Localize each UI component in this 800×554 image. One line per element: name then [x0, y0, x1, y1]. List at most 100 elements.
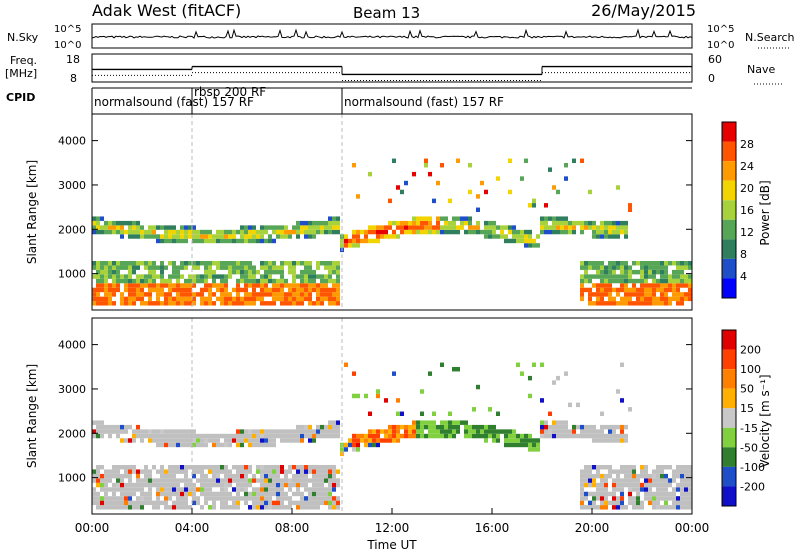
heatmap-cell — [100, 424, 104, 430]
heatmap-cell — [280, 269, 284, 275]
heatmap-cell — [224, 265, 228, 270]
heatmap-cell — [256, 229, 260, 235]
heatmap-cell — [632, 496, 636, 501]
heatmap-cell — [104, 269, 108, 275]
heatmap-cell — [192, 261, 196, 266]
heatmap-cell — [204, 433, 208, 439]
heatmap-cell — [216, 238, 220, 244]
heatmap-cell — [592, 424, 596, 430]
heatmap-cell — [272, 269, 276, 275]
heatmap-cell — [212, 500, 216, 506]
heatmap-cell — [408, 429, 412, 434]
heatmap-cell — [180, 301, 184, 306]
heatmap-cell — [632, 261, 636, 266]
heatmap-cell — [132, 482, 136, 488]
heatmap-cell — [544, 424, 548, 430]
heatmap-cell — [256, 465, 260, 470]
heatmap-cell — [616, 229, 620, 235]
heatmap-cell — [248, 238, 252, 244]
heatmap-cell — [280, 482, 284, 488]
heatmap-cell — [104, 496, 108, 501]
heatmap-cell — [236, 301, 240, 306]
heatmap-cell — [376, 389, 380, 394]
heatmap-cell — [320, 274, 324, 279]
heatmap-cell — [292, 292, 296, 297]
heatmap-cell — [344, 362, 348, 367]
heatmap-cell — [488, 407, 492, 412]
colorbar-swatch — [722, 369, 736, 389]
heatmap-cell — [396, 429, 400, 434]
heatmap-cell — [316, 265, 320, 270]
heatmap-cell — [672, 496, 676, 501]
heatmap-cell — [372, 442, 376, 448]
heatmap-cell — [112, 505, 116, 510]
heatmap-cell — [440, 229, 444, 235]
heatmap-cell — [624, 292, 628, 297]
heatmap-cell — [276, 496, 280, 501]
heatmap-cell — [336, 287, 340, 293]
heatmap-cell — [332, 301, 336, 306]
heatmap-cell — [316, 229, 320, 235]
heatmap-cell — [224, 283, 228, 288]
heatmap-cell — [292, 465, 296, 470]
heatmap-cell — [168, 442, 172, 448]
heatmap-cell — [96, 496, 100, 501]
heatmap-cell — [184, 482, 188, 488]
heatmap-cell — [328, 278, 332, 284]
heatmap-cell — [304, 429, 308, 434]
heatmap-cell — [580, 292, 584, 297]
heatmap-cell — [252, 278, 256, 284]
heatmap-cell — [596, 225, 600, 230]
heatmap-cell — [656, 491, 660, 497]
heatmap-cell — [316, 491, 320, 497]
heatmap-cell — [432, 429, 436, 434]
heatmap-cell — [268, 287, 272, 293]
heatmap-cell — [232, 229, 236, 235]
heatmap-cell — [588, 482, 592, 488]
heatmap-cell — [676, 473, 680, 479]
heatmap-cell — [204, 473, 208, 479]
heatmap-cell — [136, 469, 140, 474]
heatmap-cell — [620, 265, 624, 270]
heatmap-cell — [140, 292, 144, 297]
heatmap-cell — [584, 287, 588, 293]
heatmap-cell — [112, 500, 116, 506]
heatmap-cell — [136, 487, 140, 492]
heatmap-cell — [104, 473, 108, 479]
heatmap-cell — [628, 278, 632, 284]
heatmap-cell — [672, 287, 676, 293]
colorbar-swatch — [722, 466, 736, 487]
heatmap-cell — [336, 278, 340, 284]
heatmap-cell — [92, 420, 96, 425]
heatmap-cell — [604, 482, 608, 488]
heatmap-cell — [400, 225, 404, 230]
heatmap-cell — [140, 283, 144, 288]
heatmap-cell — [224, 433, 228, 439]
heatmap-cell — [688, 296, 692, 302]
heatmap-cell — [100, 473, 104, 479]
heatmap-cell — [188, 274, 192, 279]
heatmap-cell — [684, 505, 688, 510]
heatmap-cell — [572, 433, 576, 439]
heatmap-cell — [496, 225, 500, 230]
heatmap-cell — [640, 292, 644, 297]
heatmap-cell — [308, 274, 312, 279]
heatmap-cell — [660, 296, 664, 302]
heatmap-cell — [176, 465, 180, 470]
heatmap-cell — [620, 296, 624, 302]
heatmap-cell — [192, 234, 196, 239]
heatmap-cell — [200, 473, 204, 479]
heatmap-cell — [232, 296, 236, 302]
heatmap-cell — [468, 163, 472, 168]
heatmap-cell — [400, 189, 404, 195]
heatmap-cell — [228, 274, 232, 279]
heatmap-cell — [100, 496, 104, 501]
heatmap-cell — [604, 278, 608, 284]
heatmap-cell — [300, 278, 304, 284]
heatmap-cell — [284, 292, 288, 297]
heatmap-cell — [200, 438, 204, 443]
heatmap-cell — [176, 429, 180, 434]
heatmap-cell — [320, 225, 324, 230]
heatmap-cell — [252, 433, 256, 439]
power-ylabel: Slant Range [km] — [25, 160, 39, 264]
